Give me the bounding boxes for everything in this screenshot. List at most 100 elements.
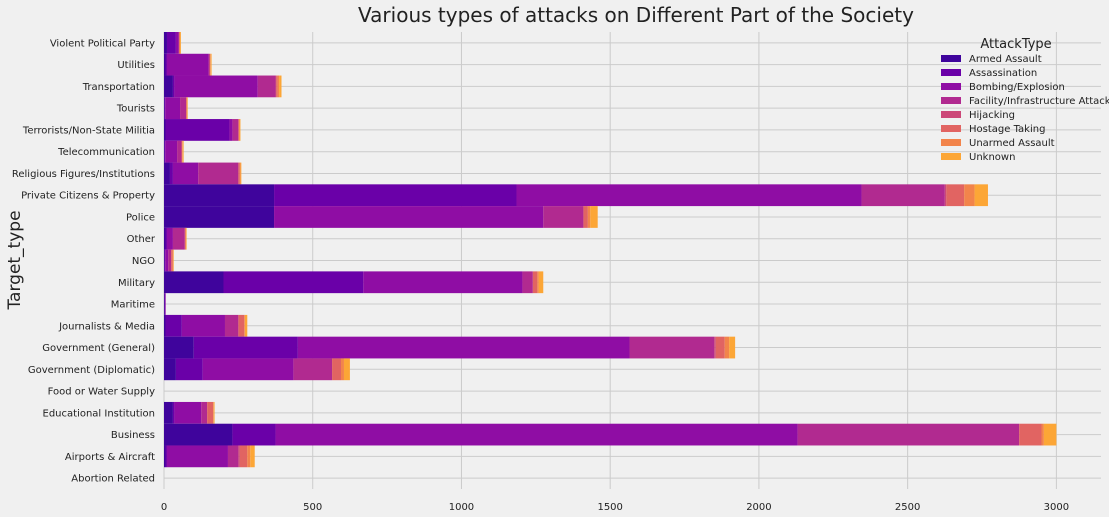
bar-segment bbox=[724, 336, 730, 359]
bar-segment bbox=[209, 53, 211, 76]
bar-segment bbox=[590, 206, 598, 228]
x-tick-label: 3000 bbox=[1044, 502, 1069, 513]
bar-segment bbox=[227, 445, 239, 468]
y-tick-label: Abortion Related bbox=[71, 474, 155, 485]
bar-segment bbox=[238, 162, 240, 185]
legend-swatch bbox=[941, 55, 961, 62]
bar-segment bbox=[210, 53, 212, 76]
y-tick-label: Telecommunication bbox=[57, 147, 155, 158]
bar-segment bbox=[543, 206, 584, 228]
y-tick-label: Maritime bbox=[111, 300, 155, 311]
bar-segment bbox=[166, 53, 209, 76]
bar-segment bbox=[166, 32, 176, 54]
bar-segment bbox=[946, 184, 965, 207]
bar-segment bbox=[182, 140, 183, 163]
bar-segment bbox=[202, 358, 294, 381]
bar-segment bbox=[178, 32, 180, 54]
bar-segment bbox=[165, 53, 167, 76]
bar-segment bbox=[715, 336, 725, 359]
bar-segment bbox=[629, 336, 715, 359]
bar-segment bbox=[174, 75, 258, 98]
y-tick-label: Transportation bbox=[82, 82, 155, 93]
bar-segment bbox=[171, 249, 173, 272]
bar-segment bbox=[250, 445, 255, 468]
bar-segment bbox=[165, 97, 181, 120]
bar-segment bbox=[232, 119, 239, 141]
bar-segment bbox=[257, 75, 276, 98]
bar-segment bbox=[340, 358, 344, 381]
x-tick-label: 2500 bbox=[895, 502, 920, 513]
bar-segment bbox=[198, 162, 239, 185]
bar-segment bbox=[166, 227, 173, 250]
bar-segment bbox=[164, 184, 275, 207]
y-axis-label: Target_type bbox=[5, 210, 25, 310]
bar-segment bbox=[164, 97, 166, 120]
bar-segment bbox=[165, 293, 166, 315]
bar-segment bbox=[181, 314, 225, 337]
bar-segment bbox=[583, 206, 588, 228]
bar-segment bbox=[240, 162, 242, 185]
bar-segment bbox=[184, 227, 186, 250]
bar-segment bbox=[213, 401, 215, 424]
bar-segment bbox=[164, 32, 167, 54]
legend-item: Facility/Infrastructure Attack bbox=[969, 96, 1109, 107]
bar-segment bbox=[1041, 423, 1044, 446]
bar-segment bbox=[207, 401, 214, 424]
bar-segment bbox=[179, 32, 181, 54]
bar-segment bbox=[164, 53, 166, 76]
bar-segment bbox=[164, 227, 166, 250]
bar-segment bbox=[343, 358, 350, 381]
legend-item: Bombing/Explosion bbox=[969, 82, 1065, 93]
bar-segment bbox=[164, 97, 165, 120]
legend-swatch bbox=[941, 139, 961, 146]
y-tick-label: Airports & Aircraft bbox=[65, 452, 155, 463]
bar-segment bbox=[239, 162, 241, 185]
bar-segment bbox=[164, 293, 166, 315]
bar-segment bbox=[180, 32, 181, 54]
legend-swatch bbox=[941, 97, 961, 104]
bar-segment bbox=[238, 445, 240, 468]
bar-segment bbox=[172, 401, 175, 424]
bar-segment bbox=[193, 336, 298, 359]
bar-segment bbox=[238, 119, 240, 141]
bar-segment bbox=[164, 293, 165, 315]
bar-segment bbox=[274, 184, 517, 207]
bar-segment bbox=[168, 249, 172, 272]
legend-item: Unknown bbox=[969, 152, 1015, 163]
bar-segment bbox=[238, 314, 245, 337]
bar-segment bbox=[224, 314, 239, 337]
legend-item: Hostage Taking bbox=[969, 124, 1045, 135]
bar-segment bbox=[185, 227, 187, 250]
legend-swatch bbox=[941, 83, 961, 90]
bar-segment bbox=[164, 249, 166, 272]
y-tick-label: Business bbox=[111, 430, 155, 441]
bar-segment bbox=[1043, 423, 1057, 446]
bar-segment bbox=[964, 184, 975, 207]
x-tick-label: 0 bbox=[161, 502, 167, 513]
bar-segment bbox=[239, 119, 241, 141]
x-tick-label: 1500 bbox=[597, 502, 622, 513]
bar-segment bbox=[729, 336, 736, 359]
bar-segment bbox=[164, 314, 166, 337]
bar-segment bbox=[332, 358, 341, 381]
bar-segment bbox=[974, 184, 988, 207]
bar-segment bbox=[244, 314, 248, 337]
bar-segment bbox=[1019, 423, 1042, 446]
legend-title: AttackType bbox=[980, 37, 1051, 52]
y-tick-label: Journalists & Media bbox=[58, 321, 155, 332]
y-tick-label: Government (Diplomatic) bbox=[28, 365, 155, 376]
y-tick-label: Food or Water Supply bbox=[48, 387, 155, 398]
bar-segment bbox=[244, 314, 245, 337]
bar-segment bbox=[172, 249, 174, 272]
bar-segment bbox=[522, 271, 533, 294]
bar-segment bbox=[238, 119, 239, 141]
bar-segment bbox=[172, 227, 185, 250]
y-tick-label: Other bbox=[127, 234, 156, 245]
bar-segment bbox=[274, 206, 544, 228]
bar-segment bbox=[297, 336, 630, 359]
bar-segment bbox=[165, 249, 169, 272]
y-tick-label: Terrorists/Non-State Militia bbox=[22, 125, 155, 136]
legend: AttackType Armed Assault Assassination Bom… bbox=[941, 37, 1109, 163]
y-tick-label: Tourists bbox=[116, 104, 155, 115]
